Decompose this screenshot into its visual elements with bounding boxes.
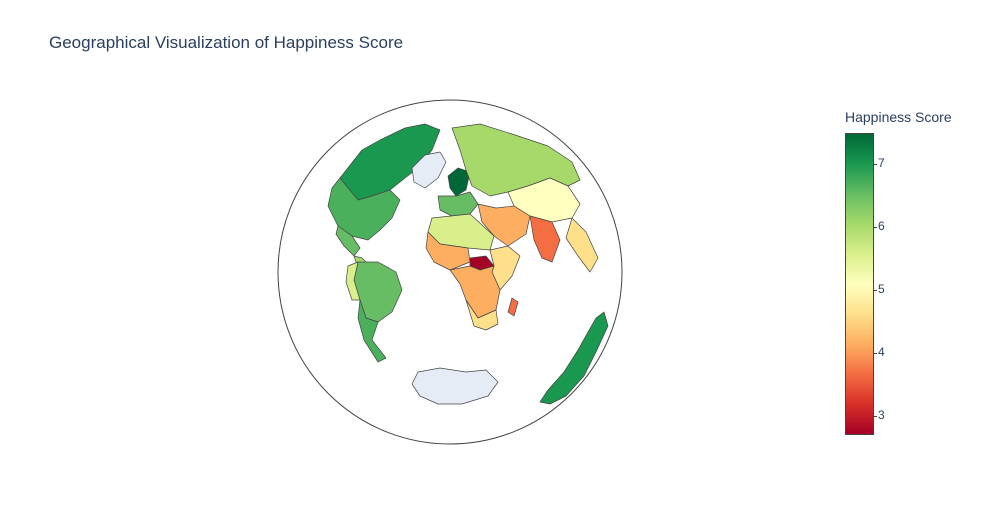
colorbar-tick-mark xyxy=(874,227,877,229)
colorbar-tick-mark xyxy=(874,290,877,292)
colorbar-tick-label: 5 xyxy=(878,282,885,297)
region-west-africa[interactable] xyxy=(425,231,471,271)
colorbar-tick-label: 6 xyxy=(878,219,885,234)
region-united-states[interactable] xyxy=(327,177,401,241)
region-antarctica[interactable] xyxy=(411,367,499,405)
colorbar-tick-mark xyxy=(874,164,877,166)
region-central-africa[interactable] xyxy=(449,265,501,319)
colorbar-tick-label: 7 xyxy=(878,156,885,171)
region-western-europe[interactable] xyxy=(437,191,479,217)
region-middle-east[interactable] xyxy=(477,203,531,247)
colorbar-gradient xyxy=(845,133,874,435)
region-australia[interactable] xyxy=(539,311,609,405)
region-southern-africa[interactable] xyxy=(465,299,499,331)
colorbar-tick-mark xyxy=(874,353,877,355)
colorbar-tick-mark xyxy=(874,416,877,418)
colorbar-tick-label: 4 xyxy=(878,345,885,360)
region-southeast-asia[interactable] xyxy=(565,217,599,273)
region-nordics[interactable] xyxy=(447,167,471,197)
colorbar-tick-label: 3 xyxy=(878,408,885,423)
chart-title: Geographical Visualization of Happiness … xyxy=(49,33,404,52)
region-argentina[interactable] xyxy=(357,299,387,363)
colorbar-title: Happiness Score xyxy=(845,109,952,125)
region-greenland[interactable] xyxy=(411,151,447,189)
region-madagascar[interactable] xyxy=(507,297,519,317)
region-india[interactable] xyxy=(529,215,561,263)
